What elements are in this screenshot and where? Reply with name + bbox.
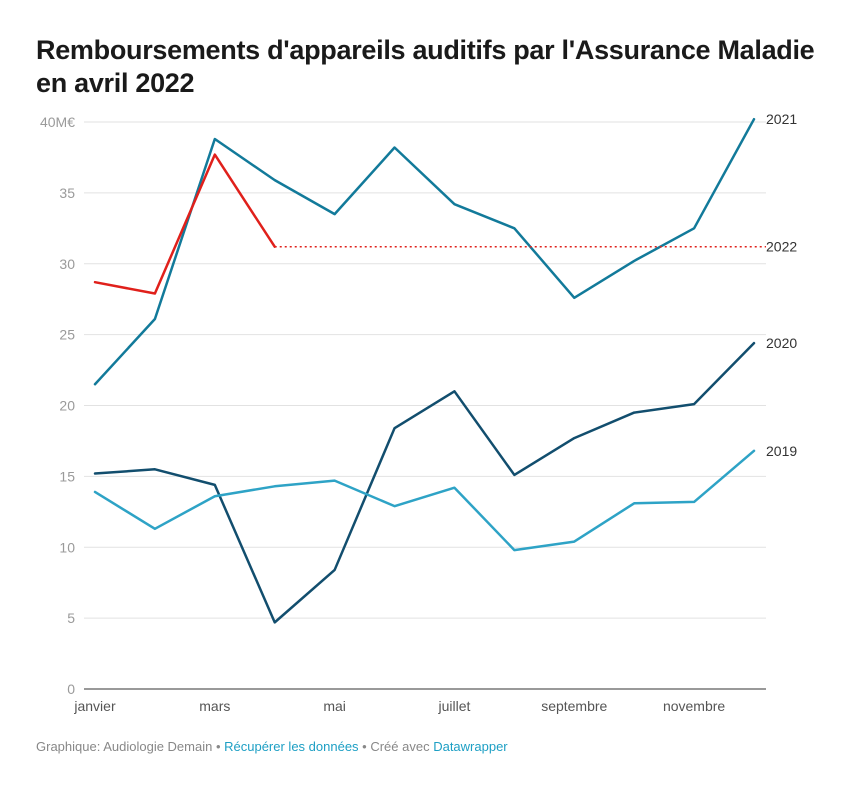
- source-credit: Graphique: Audiologie Demain: [36, 739, 213, 754]
- download-data-link[interactable]: Récupérer les données: [224, 739, 359, 754]
- y-tick-label: 30: [59, 256, 75, 272]
- series-line-2019: [93, 449, 756, 552]
- y-tick-label: 20: [59, 398, 75, 414]
- series-line-2021: [93, 117, 756, 386]
- x-tick-label: novembre: [663, 698, 725, 714]
- made-with-text: Créé avec: [370, 739, 434, 754]
- series-label-2022: 2022: [766, 239, 797, 255]
- series-line-2022: [93, 153, 276, 295]
- y-tick-label: 35: [59, 185, 75, 201]
- x-tick-label: mars: [199, 698, 230, 714]
- datawrapper-link[interactable]: Datawrapper: [433, 739, 508, 754]
- chart-title: Remboursements d'appareils auditifs par …: [36, 35, 815, 98]
- series-line-2020: [93, 341, 756, 624]
- y-tick-label: 25: [59, 327, 75, 343]
- x-tick-label: janvier: [73, 698, 116, 714]
- series-label-2021: 2021: [766, 111, 797, 127]
- footer-separator: •: [358, 739, 371, 754]
- series-label-2019: 2019: [766, 443, 797, 459]
- footer-separator: •: [212, 739, 225, 754]
- series-label-2020: 2020: [766, 335, 797, 351]
- y-tick-label: 0: [67, 681, 75, 697]
- y-tick-label: 40M€: [40, 114, 75, 130]
- x-tick-label: juillet: [438, 698, 471, 714]
- y-tick-label: 10: [59, 539, 75, 555]
- y-tick-label: 5: [67, 610, 75, 626]
- y-tick-label: 15: [59, 468, 75, 484]
- chart-footer: Graphique: Audiologie Demain • Récupérer…: [36, 739, 508, 754]
- x-tick-label: mai: [323, 698, 346, 714]
- x-tick-label: septembre: [541, 698, 607, 714]
